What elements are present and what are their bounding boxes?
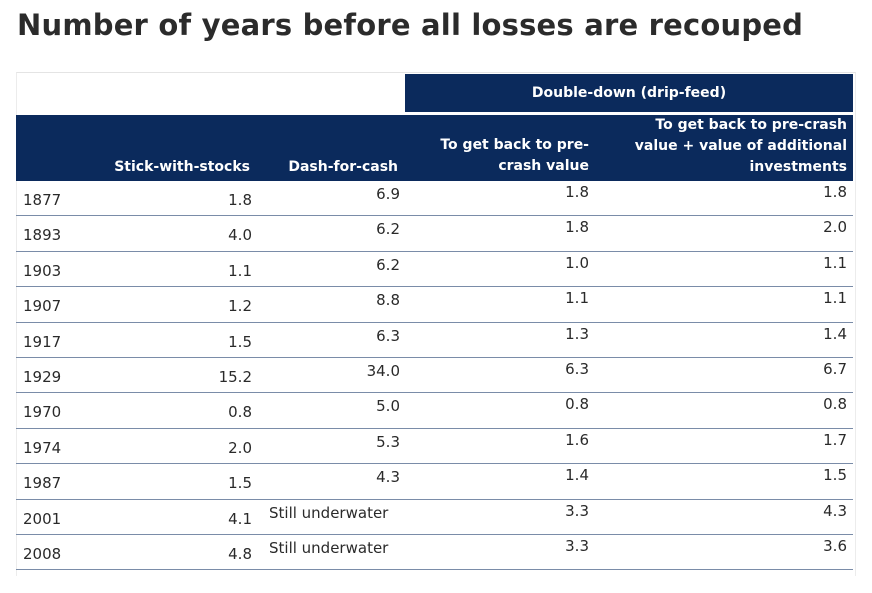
cell-dash-for-cash: 34.0 bbox=[366, 361, 400, 380]
cell-year: 1907 bbox=[23, 297, 62, 316]
cell-dash-for-cash: 6.2 bbox=[376, 255, 400, 274]
cell-pre-crash-value: 1.8 bbox=[565, 183, 589, 201]
cell-stick-with-stocks: 15.2 bbox=[218, 367, 252, 386]
cell-stick-with-stocks: 0.8 bbox=[228, 403, 252, 422]
cell-year: 1917 bbox=[23, 332, 62, 351]
cell-stick-with-stocks: 1.5 bbox=[228, 474, 252, 493]
cell-stick-with-stocks: 4.1 bbox=[228, 509, 252, 528]
cell-dash-for-cash: 8.8 bbox=[376, 291, 400, 310]
cell-year: 1893 bbox=[23, 226, 62, 245]
cell-pre-crash-plus-investments: 0.8 bbox=[823, 395, 847, 414]
cell-year: 2008 bbox=[23, 544, 62, 563]
table-frame bbox=[16, 72, 856, 576]
cell-year: 1877 bbox=[23, 191, 62, 209]
cell-dash-for-cash: 4.3 bbox=[376, 468, 400, 487]
cell-pre-crash-value: 1.4 bbox=[565, 466, 589, 485]
cell-dash-for-cash: Still underwater bbox=[269, 538, 389, 557]
table-row: 1907 1.2 8.8 1.1 1.1 bbox=[16, 287, 853, 323]
cell-stick-with-stocks: 1.1 bbox=[228, 261, 252, 280]
cell-pre-crash-value: 0.8 bbox=[565, 395, 589, 414]
cell-dash-for-cash: Still underwater bbox=[269, 503, 389, 522]
table-row: 2008 4.8 Still underwater 3.3 3.6 bbox=[16, 535, 853, 571]
table-row: 1987 1.5 4.3 1.4 1.5 bbox=[16, 464, 853, 500]
column-header-dash-for-cash: Dash-for-cash bbox=[288, 159, 398, 175]
table-row: 2001 4.1 Still underwater 3.3 4.3 bbox=[16, 500, 853, 535]
table-row: 1974 2.0 5.3 1.6 1.7 bbox=[16, 429, 853, 465]
column-header-pre-crash-value: To get back to pre- crash value bbox=[440, 137, 589, 174]
cell-pre-crash-plus-investments: 1.5 bbox=[823, 466, 847, 485]
cell-pre-crash-value: 1.1 bbox=[565, 289, 589, 308]
page-title: Number of years before all losses are re… bbox=[17, 8, 804, 42]
table-row: 1917 1.5 6.3 1.3 1.4 bbox=[16, 323, 853, 358]
cell-year: 1987 bbox=[23, 474, 62, 493]
cell-pre-crash-plus-investments: 1.8 bbox=[823, 183, 847, 201]
cell-pre-crash-plus-investments: 1.4 bbox=[823, 324, 847, 343]
cell-pre-crash-plus-investments: 2.0 bbox=[823, 218, 847, 237]
cell-pre-crash-plus-investments: 6.7 bbox=[823, 359, 847, 378]
table-row: 1893 4.0 6.2 1.8 2.0 bbox=[16, 216, 853, 252]
cell-pre-crash-value: 1.0 bbox=[565, 253, 589, 272]
cell-pre-crash-value: 3.3 bbox=[565, 536, 589, 555]
cell-stick-with-stocks: 4.0 bbox=[228, 226, 252, 245]
column-header-pre-crash-plus-investments: To get back to pre-crash value + value o… bbox=[634, 117, 847, 175]
cell-dash-for-cash: 6.3 bbox=[376, 326, 400, 345]
cell-pre-crash-value: 1.6 bbox=[565, 430, 589, 449]
cell-pre-crash-value: 1.8 bbox=[565, 218, 589, 237]
cell-pre-crash-plus-investments: 1.1 bbox=[823, 253, 847, 272]
cell-pre-crash-value: 1.3 bbox=[565, 324, 589, 343]
cell-year: 1974 bbox=[23, 438, 62, 457]
table-row: 1929 15.2 34.0 6.3 6.7 bbox=[16, 358, 853, 394]
cell-pre-crash-plus-investments: 1.1 bbox=[823, 289, 847, 308]
cell-pre-crash-plus-investments: 4.3 bbox=[823, 501, 847, 520]
cell-dash-for-cash: 5.0 bbox=[376, 397, 400, 416]
cell-pre-crash-plus-investments: 3.6 bbox=[823, 536, 847, 555]
cell-year: 1970 bbox=[23, 403, 62, 422]
column-header-stick-with-stocks: Stick-with-stocks bbox=[114, 159, 250, 175]
cell-year: 2001 bbox=[23, 509, 62, 528]
cell-year: 1903 bbox=[23, 261, 62, 280]
cell-stick-with-stocks: 4.8 bbox=[228, 544, 252, 563]
cell-year: 1929 bbox=[23, 367, 62, 386]
cell-stick-with-stocks: 1.5 bbox=[228, 332, 252, 351]
cell-stick-with-stocks: 1.8 bbox=[228, 191, 252, 209]
cell-pre-crash-value: 6.3 bbox=[565, 359, 589, 378]
cell-pre-crash-value: 3.3 bbox=[565, 501, 589, 520]
table-row: 1970 0.8 5.0 0.8 0.8 bbox=[16, 393, 853, 429]
cell-dash-for-cash: 6.2 bbox=[376, 220, 400, 239]
cell-stick-with-stocks: 1.2 bbox=[228, 297, 252, 316]
column-header-band: Stick-with-stocks Dash-for-cash To get b… bbox=[16, 115, 853, 181]
table-body: 1877 1.8 6.9 1.8 1.8 1893 4.0 6.2 1.8 2.0 1903 1.1 6… bbox=[16, 181, 853, 571]
table-row: 1903 1.1 6.2 1.0 1.1 bbox=[16, 252, 853, 288]
cell-pre-crash-plus-investments: 1.7 bbox=[823, 430, 847, 449]
table-row: 1877 1.8 6.9 1.8 1.8 bbox=[16, 181, 853, 217]
cell-stick-with-stocks: 2.0 bbox=[228, 438, 252, 457]
cell-dash-for-cash: 6.9 bbox=[376, 185, 400, 203]
group-header-double-down: Double-down (drip-feed) bbox=[405, 74, 853, 112]
cell-dash-for-cash: 5.3 bbox=[376, 432, 400, 451]
